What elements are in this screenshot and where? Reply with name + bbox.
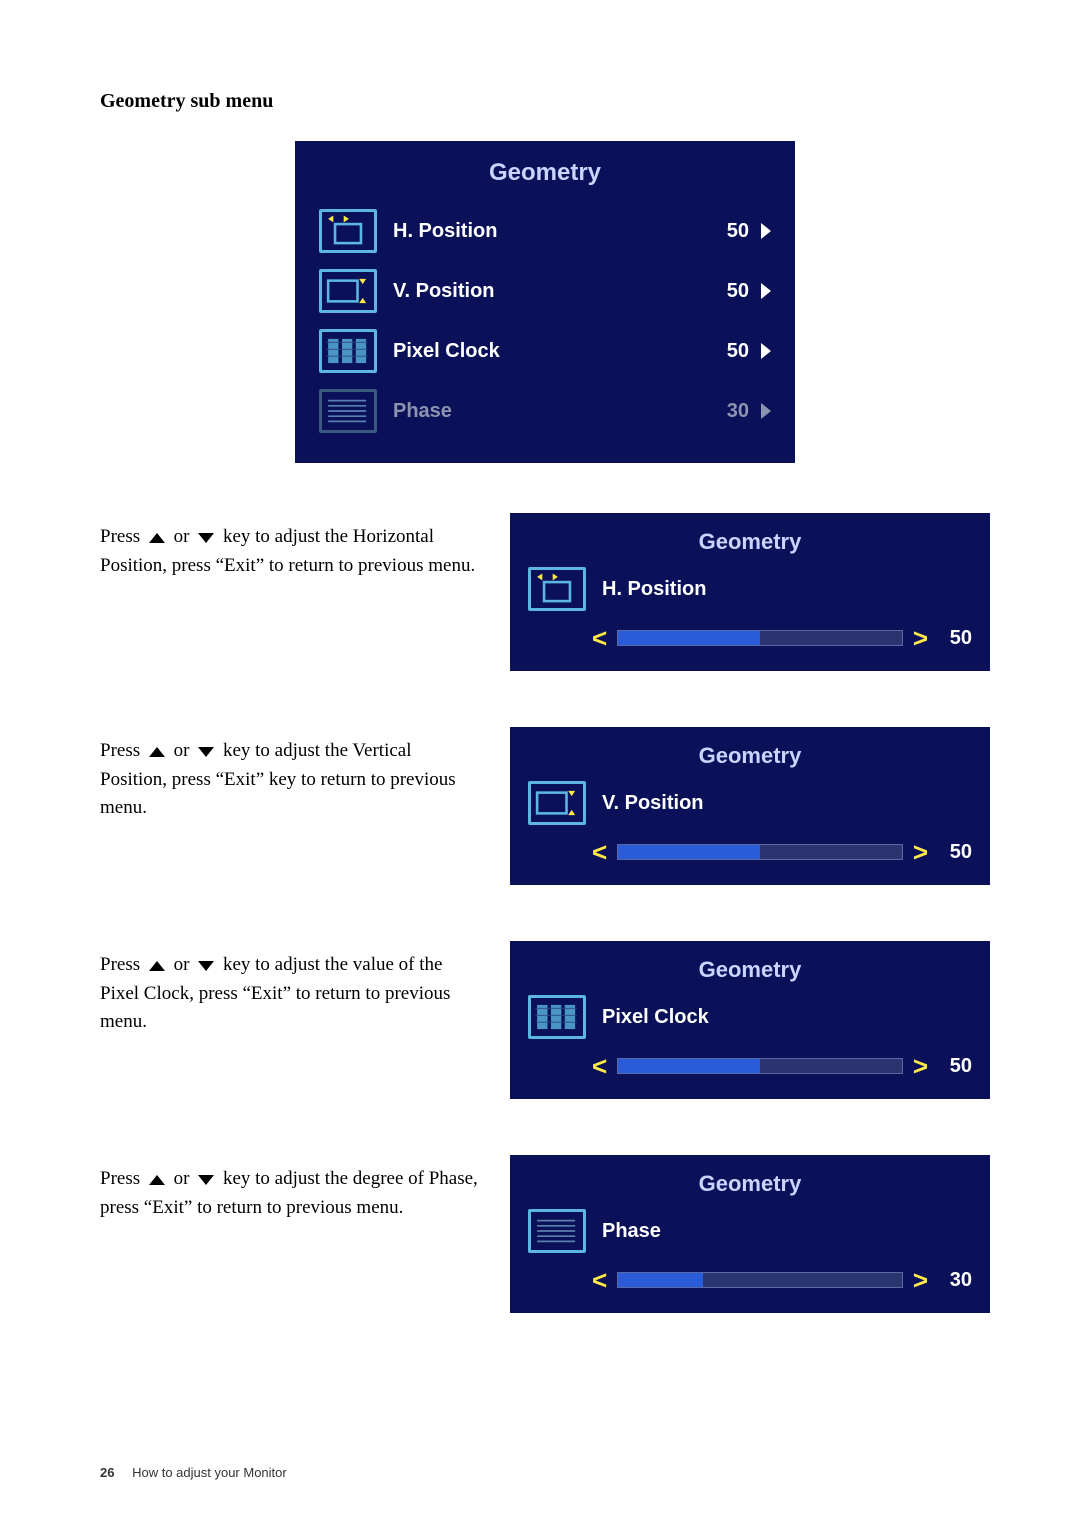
triangle-down-icon: [198, 747, 214, 757]
menu-value: 50: [715, 220, 749, 243]
increase-icon[interactable]: >: [913, 1053, 928, 1079]
chevron-right-icon: [761, 343, 771, 359]
adjust-label: Pixel Clock: [602, 1006, 709, 1029]
adjust-panel-phase: Geometry Phase < > 30: [510, 1155, 990, 1313]
instruction-step: Press or key to adjust the Horizontal Po…: [100, 513, 990, 671]
menu-row-vpos[interactable]: V. Position 50: [315, 261, 775, 321]
instruction-step: Press or key to adjust the value of the …: [100, 941, 990, 1099]
panel-title: Geometry: [315, 159, 775, 187]
slider-value: 50: [938, 841, 972, 864]
chevron-right-icon: [761, 223, 771, 239]
triangle-up-icon: [149, 747, 165, 757]
decrease-icon[interactable]: <: [592, 1053, 607, 1079]
triangle-down-icon: [198, 961, 214, 971]
menu-row-pclk[interactable]: Pixel Clock 50: [315, 321, 775, 381]
triangle-up-icon: [149, 533, 165, 543]
adjust-label: V. Position: [602, 792, 704, 815]
slider-track[interactable]: [617, 630, 903, 646]
menu-value: 30: [715, 400, 749, 423]
slider-fill: [618, 1059, 760, 1073]
instruction-text: Press or key to adjust the Horizontal Po…: [100, 513, 480, 580]
slider-track[interactable]: [617, 1058, 903, 1074]
decrease-icon[interactable]: <: [592, 839, 607, 865]
adjust-panel-hpos: Geometry H. Position < > 50: [510, 513, 990, 671]
slider-fill: [618, 1273, 703, 1287]
menu-label: Pixel Clock: [393, 340, 715, 363]
panel-title: Geometry: [528, 743, 972, 769]
instruction-text: Press or key to adjust the value of the …: [100, 941, 480, 1037]
increase-icon[interactable]: >: [913, 839, 928, 865]
adjust-label: Phase: [602, 1220, 661, 1243]
decrease-icon[interactable]: <: [592, 625, 607, 651]
instruction-text: Press or key to adjust the Vertical Posi…: [100, 727, 480, 823]
footer-text: How to adjust your Monitor: [132, 1465, 287, 1480]
geometry-main-panel: Geometry H. Position 50 V. Position 50 P…: [295, 141, 795, 463]
phase-icon: [319, 389, 377, 433]
triangle-up-icon: [149, 961, 165, 971]
menu-label: Phase: [393, 400, 715, 423]
adjust-label: H. Position: [602, 578, 706, 601]
panel-title: Geometry: [528, 1171, 972, 1197]
menu-label: V. Position: [393, 280, 715, 303]
phase-icon: [528, 1209, 586, 1253]
vpos-icon: [528, 781, 586, 825]
menu-row-hpos[interactable]: H. Position 50: [315, 201, 775, 261]
pclk-icon: [319, 329, 377, 373]
hpos-icon: [528, 567, 586, 611]
section-title: Geometry sub menu: [100, 90, 990, 113]
chevron-right-icon: [761, 403, 771, 419]
slider-value: 50: [938, 1055, 972, 1078]
slider-track[interactable]: [617, 1272, 903, 1288]
slider-fill: [618, 845, 760, 859]
triangle-down-icon: [198, 1175, 214, 1185]
slider-track[interactable]: [617, 844, 903, 860]
vpos-icon: [319, 269, 377, 313]
panel-title: Geometry: [528, 957, 972, 983]
slider-fill: [618, 631, 760, 645]
instruction-text: Press or key to adjust the degree of Pha…: [100, 1155, 480, 1222]
adjust-panel-pclk: Geometry Pixel Clock < > 50: [510, 941, 990, 1099]
decrease-icon[interactable]: <: [592, 1267, 607, 1293]
instruction-step: Press or key to adjust the Vertical Posi…: [100, 727, 990, 885]
slider-value: 50: [938, 627, 972, 650]
slider-value: 30: [938, 1269, 972, 1292]
pclk-icon: [528, 995, 586, 1039]
adjust-panel-vpos: Geometry V. Position < > 50: [510, 727, 990, 885]
panel-title: Geometry: [528, 529, 972, 555]
chevron-right-icon: [761, 283, 771, 299]
increase-icon[interactable]: >: [913, 1267, 928, 1293]
instruction-step: Press or key to adjust the degree of Pha…: [100, 1155, 990, 1313]
menu-value: 50: [715, 340, 749, 363]
hpos-icon: [319, 209, 377, 253]
page-number: 26: [100, 1465, 114, 1480]
menu-value: 50: [715, 280, 749, 303]
triangle-up-icon: [149, 1175, 165, 1185]
page-footer: 26 How to adjust your Monitor: [100, 1465, 287, 1480]
menu-label: H. Position: [393, 220, 715, 243]
triangle-down-icon: [198, 533, 214, 543]
increase-icon[interactable]: >: [913, 625, 928, 651]
menu-row-phase[interactable]: Phase 30: [315, 381, 775, 441]
